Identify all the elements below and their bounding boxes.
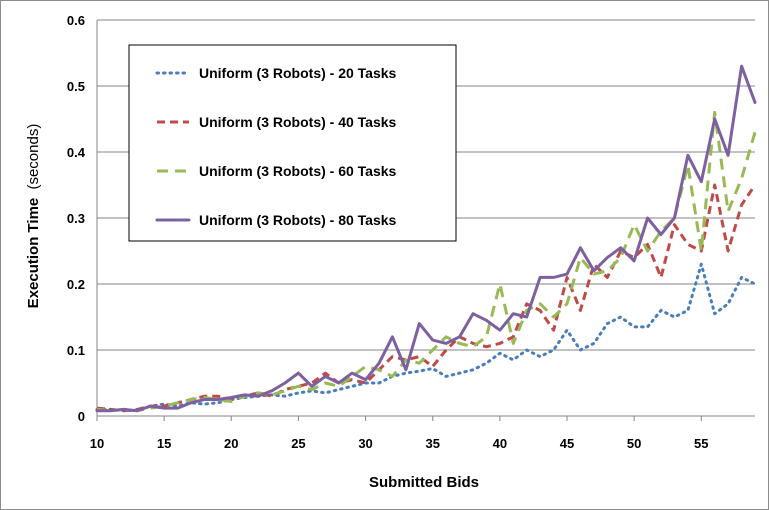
x-tick-label: 30 [358,436,372,451]
x-tick-label: 10 [90,436,104,451]
series-line-4 [95,64,757,413]
series-line-3 [96,110,757,413]
x-tick-label: 25 [291,436,305,451]
y-axis-title: Execution Time (seconds) [25,124,42,309]
series-lines [95,64,757,413]
legend-label-4: Uniform (3 Robots) - 80 Tasks [199,212,397,228]
x-tick-label: 20 [224,436,238,451]
x-tick-label: 45 [560,436,574,451]
y-tick-label: 0.5 [67,79,85,94]
y-tick-label: 0.6 [67,13,85,28]
legend: Uniform (3 Robots) - 20 Tasks Uniform (3 … [128,44,457,242]
x-tick-label: 35 [425,436,439,451]
legend-label-2: Uniform (3 Robots) - 40 Tasks [199,114,397,130]
axes [96,20,755,421]
y-tick-label: 0.4 [67,145,86,160]
series-line-1 [95,262,757,413]
y-tick-label: 0.3 [67,211,85,226]
x-tick-label: 40 [493,436,507,451]
series-line-2 [96,183,757,413]
y-tick-label: 0.2 [67,277,85,292]
x-axis-title: Submitted Bids [369,474,479,491]
legend-label-1: Uniform (3 Robots) - 20 Tasks [199,65,397,81]
y-tick-label: 0 [78,409,85,424]
y-axis-title-unit: (seconds) [25,124,42,190]
y-axis-title-main: Execution Time [25,198,42,309]
legend-box [128,44,457,242]
y-tick-label: 0.1 [67,343,85,358]
x-tick-label: 15 [157,436,171,451]
legend-label-3: Uniform (3 Robots) - 60 Tasks [199,163,397,179]
y-tick-labels: 0 0.1 0.2 0.3 0.4 0.5 0.6 [67,13,86,424]
x-tick-labels: 10 15 20 25 30 35 40 45 50 55 [90,436,709,451]
x-tick-label: 50 [627,436,641,451]
x-tick-label: 55 [694,436,708,451]
